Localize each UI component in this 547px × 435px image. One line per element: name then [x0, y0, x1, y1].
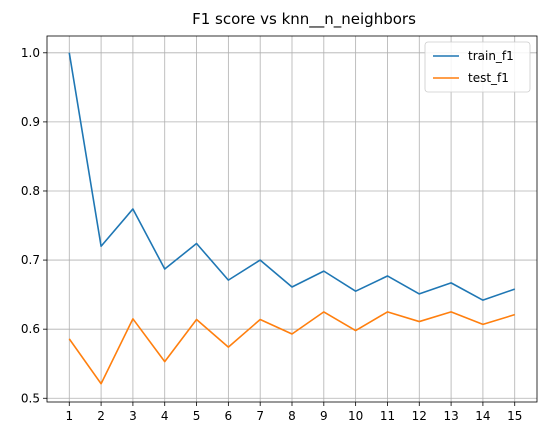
y-tick-label: 0.6	[21, 322, 40, 336]
x-tick-label: 9	[320, 409, 328, 423]
x-tick-label: 11	[380, 409, 395, 423]
x-tick-label: 4	[161, 409, 169, 423]
x-tick-label: 15	[507, 409, 522, 423]
x-tick-label: 3	[129, 409, 137, 423]
x-tick-label: 5	[193, 409, 201, 423]
x-tick-label: 7	[256, 409, 264, 423]
y-tick-label: 0.5	[21, 391, 40, 405]
x-tick-label: 10	[348, 409, 363, 423]
x-tick-label: 6	[225, 409, 233, 423]
legend-label: test_f1	[468, 71, 509, 85]
y-tick-label: 0.7	[21, 253, 40, 267]
chart-title: F1 score vs knn__n_neighbors	[192, 10, 416, 29]
legend-label: train_f1	[468, 49, 514, 63]
y-tick-label: 1.0	[21, 46, 40, 60]
x-tick-label: 14	[475, 409, 490, 423]
x-tick-label: 1	[65, 409, 73, 423]
x-tick-label: 12	[412, 409, 427, 423]
legend: train_f1 test_f1	[425, 42, 530, 92]
y-tick-label: 0.8	[21, 184, 40, 198]
x-tick-label: 8	[288, 409, 296, 423]
x-tick-label: 13	[443, 409, 458, 423]
x-tick-label: 2	[97, 409, 105, 423]
y-tick-label: 0.9	[21, 115, 40, 129]
